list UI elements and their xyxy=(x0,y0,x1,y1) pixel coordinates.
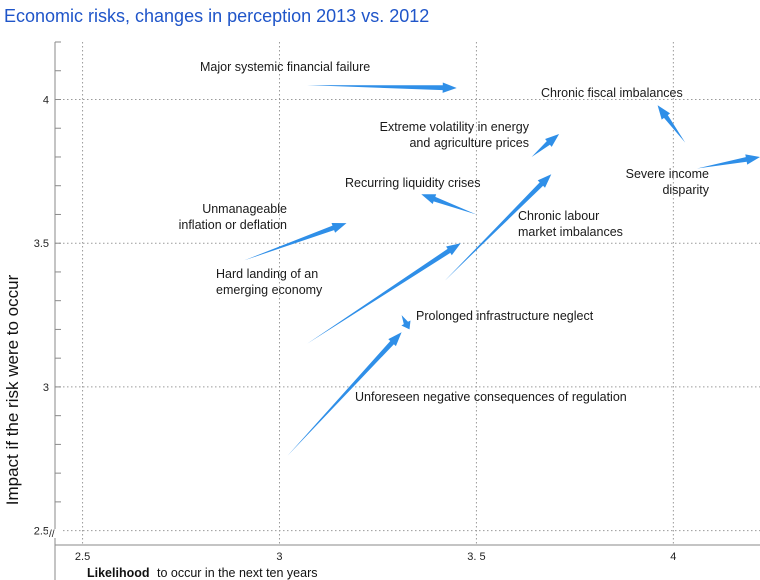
risk-arrow xyxy=(401,315,411,330)
risk-label-line: Recurring liquidity crises xyxy=(345,176,480,190)
x-tick-label: 3 xyxy=(276,551,282,563)
x-ticks: 2.5 3 3. 5 4 xyxy=(75,551,676,563)
risk-arrow xyxy=(421,194,477,215)
arrows xyxy=(244,82,760,456)
risk-label: Severe income disparity xyxy=(626,167,710,197)
x-axis-label: Likelihood to occur in the next ten year… xyxy=(87,566,318,580)
chart-title: Economic risks, changes in perception 20… xyxy=(4,6,429,26)
risk-arrow xyxy=(244,223,347,261)
risk-label-line: market imbalances xyxy=(518,225,623,239)
risk-label-line: Hard landing of an xyxy=(216,267,318,281)
risk-label-line: Unforeseen negative consequences of regu… xyxy=(355,390,627,404)
risk-arrow xyxy=(287,332,402,456)
risk-label-line: Chronic labour xyxy=(518,209,599,223)
x-axis-label-rest: to occur in the next ten years xyxy=(157,566,318,580)
x-axis-label-bold: Likelihood xyxy=(87,566,150,580)
risk-label-line: and agriculture prices xyxy=(409,136,529,150)
risk-label-line: Severe income xyxy=(626,167,709,181)
risk-arrow xyxy=(444,174,552,281)
x-tick-label: 3. 5 xyxy=(467,551,485,563)
risk-label-line: Major systemic financial failure xyxy=(200,60,370,74)
y-tick-label: 4 xyxy=(43,94,49,106)
risk-label: Extreme volatility in energy and agricult… xyxy=(380,120,530,150)
risk-label: Chronic labour market imbalances xyxy=(518,209,623,239)
x-tick-label: 2.5 xyxy=(75,551,90,563)
risk-label: Chronic fiscal imbalances xyxy=(541,86,683,100)
risk-label: Major systemic financial failure xyxy=(200,60,370,74)
risk-label-line: inflation or deflation xyxy=(179,218,287,232)
y-axis-label: Impact if the risk were to occur xyxy=(3,274,22,505)
annotations: Major systemic financial failure Chronic … xyxy=(179,60,710,404)
risk-label: Unforeseen negative consequences of regu… xyxy=(355,390,627,404)
risk-arrow xyxy=(657,105,686,143)
axis-break-symbol: // xyxy=(49,529,55,540)
risk-label-line: Prolonged infrastructure neglect xyxy=(416,309,594,323)
grid xyxy=(55,42,760,545)
risk-label-line: emerging economy xyxy=(216,283,323,297)
risk-label: Unmanageable inflation or deflation xyxy=(179,202,287,232)
risk-label: Prolonged infrastructure neglect xyxy=(416,309,594,323)
risk-label-line: Chronic fiscal imbalances xyxy=(541,86,683,100)
x-tick-label: 4 xyxy=(670,551,676,563)
risk-label: Recurring liquidity crises xyxy=(345,176,480,190)
risk-label-line: Extreme volatility in energy xyxy=(380,120,530,134)
risk-label-line: Unmanageable xyxy=(202,202,287,216)
y-tick-label: 3 xyxy=(43,382,49,394)
y-ticks: 2.5 3 3.5 4 xyxy=(34,41,61,538)
risk-arrow xyxy=(531,134,560,157)
risk-label: Hard landing of an emerging economy xyxy=(216,267,323,297)
y-tick-label: 2.5 xyxy=(34,526,49,538)
y-tick-label: 3.5 xyxy=(34,238,49,250)
risk-label-line: disparity xyxy=(662,183,709,197)
risk-arrow xyxy=(307,243,461,344)
risk-arrow xyxy=(697,154,760,169)
risk-arrow xyxy=(307,82,457,93)
axis-break-mask xyxy=(48,529,63,538)
